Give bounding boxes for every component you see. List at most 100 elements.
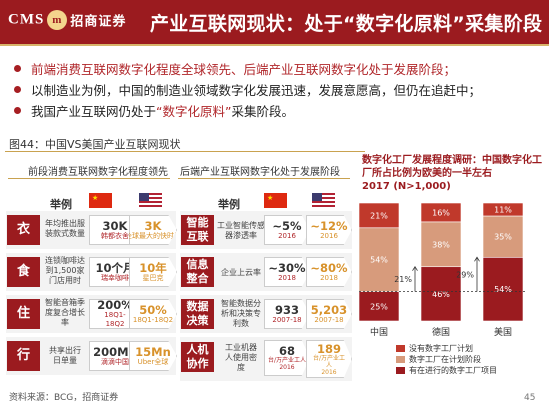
usa-value: ~12%	[310, 218, 348, 233]
data-label: 21%	[370, 211, 388, 220]
row-tag: 衣	[7, 215, 40, 245]
china-value: 68	[278, 344, 295, 358]
legend-label: 数字工厂在计划阶段	[409, 355, 481, 364]
china-note: 韩都衣舍	[101, 231, 129, 240]
usa-note: 2016	[320, 231, 338, 240]
data-label: 46%	[432, 290, 450, 299]
usa-value-arrow: 50% 18Q1-18Q2	[129, 299, 177, 329]
bullet-list: 前端消费互联网数字化程度全球领先、后端产业互联网数字化处于发展阶段； 以制造业为…	[14, 58, 544, 121]
data-label: 54%	[494, 285, 512, 294]
china-value-arrow: 933 2007-18	[264, 299, 310, 329]
usa-value-arrow: 189 台/万产业工 人 2016	[306, 340, 352, 378]
chart-legend: 没有数字工厂计划 数字工厂在计划阶段 有在进行的数字工厂项目	[396, 343, 497, 376]
usa-note: 星巴克	[142, 273, 164, 282]
usa-value: 3K	[144, 218, 162, 233]
logo-latin: CMS	[8, 11, 45, 28]
bullet-dot-icon	[14, 107, 21, 114]
china-value-arrow: 68 台/万产业工人 2016	[264, 340, 310, 376]
bullet-dot-icon	[14, 65, 21, 72]
row-description: 企业上云率	[221, 268, 261, 277]
data-label: 16%	[432, 208, 450, 217]
chart-title: 数字化工厂发展程度调研：中国数字化工 厂所占比例为欧美的一半左右 2017 (N…	[362, 155, 542, 192]
china-note: 瑞幸咖啡	[101, 273, 129, 282]
china-flag-icon: ★	[264, 193, 287, 208]
usa-flag-icon	[312, 193, 335, 208]
data-label: 11%	[494, 205, 512, 214]
china-note: 台/万产业工人 2016	[267, 357, 307, 371]
row-tag: 住	[7, 299, 40, 329]
bar-segment	[482, 256, 524, 322]
usa-value: 50%	[139, 302, 167, 317]
left-panel-title: 前段消费互联网数字化程度领先	[28, 167, 168, 178]
row-description: 共享出行 日单量	[49, 346, 81, 365]
bullet-item: 前端消费互联网数字化程度全球领先、后端产业互联网数字化处于发展阶段；	[14, 58, 544, 79]
arrowhead-icon	[412, 265, 418, 271]
bar-segment	[482, 215, 524, 258]
row-description: 智能数据分 析和决策专 利数	[221, 299, 261, 328]
usa-note: 台/万产业工 人 2016	[312, 354, 346, 376]
usa-value-arrow: ~80% 2018	[306, 257, 352, 287]
bullet-text: 以制造业为例，中国的制造业领域数字化发展迅速，发展意愿高，但仍在追赶中；	[31, 83, 482, 98]
category-label: 德国	[432, 326, 450, 338]
row-tag: 食	[7, 257, 40, 287]
right-panel-divider	[178, 178, 350, 179]
row-tag: 数据 决策	[181, 299, 214, 329]
china-value: ~5%	[272, 218, 302, 233]
header-bar: CMS m 招商证券 产业互联网现状：处于“数字化原料”采集阶段	[0, 0, 549, 44]
usa-value: 10年	[139, 260, 167, 275]
china-value: ~30%	[268, 260, 306, 275]
category-label: 中国	[370, 326, 388, 338]
row-tag: 人机 协作	[181, 342, 214, 372]
china-value: 200Mn	[93, 344, 137, 359]
stacked-bar-chart: 25% 54% 21% 中国 46% 38% 16% 德国 54% 35% 11% 美国 21% 29%	[358, 202, 525, 338]
row-tag: 信息 整合	[181, 257, 214, 287]
gap-annotation: 21%	[394, 275, 412, 284]
usa-value: ~80%	[310, 260, 348, 275]
china-value-arrow: ~5% 2016	[264, 215, 310, 245]
usa-note: 全球最大的快时尚	[125, 231, 181, 240]
china-note: 2016	[278, 231, 296, 240]
page-title: 产业互联网现状：处于“数字化原料”采集阶段	[150, 13, 543, 35]
figure-title: 图44：中国VS美国产业互联网现状	[9, 138, 181, 151]
usa-value-arrow: 5,203 2007-18	[306, 299, 352, 329]
data-label: 38%	[432, 240, 450, 249]
logo: CMS m 招商证券	[8, 10, 126, 30]
legend-swatch	[396, 367, 405, 374]
china-flag-icon: ★	[89, 193, 112, 208]
bullet-text: 采集阶段。	[231, 104, 294, 119]
bullet-item: 以制造业为例，中国的制造业领域数字化发展迅速，发展意愿高，但仍在追赶中；	[14, 79, 544, 100]
usa-value-arrow: ~12% 2016	[306, 215, 352, 245]
bar-segment	[420, 266, 462, 322]
china-value: 933	[274, 302, 299, 317]
left-panel-divider	[8, 178, 170, 179]
usa-value: 189	[316, 341, 341, 356]
bullet-text: 我国产业互联网仍处于	[31, 104, 157, 119]
data-label: 35%	[494, 233, 512, 242]
legend-label: 有在进行的数字工厂项目	[409, 366, 497, 375]
china-note: 18Q1- 18Q2	[104, 311, 126, 328]
china-value: 10个月	[95, 260, 135, 275]
bar-segment	[420, 221, 462, 268]
data-label: 25%	[370, 302, 388, 311]
china-note: 2007-18	[272, 315, 302, 324]
row-description: 工业智能传感 器渗透率	[217, 221, 265, 240]
usa-flag-icon	[139, 193, 162, 208]
legend-label: 没有数字工厂计划	[409, 344, 473, 353]
usa-note: 2018	[320, 273, 338, 282]
logo-chinese: 招商证券	[70, 13, 127, 29]
china-note: 2018	[278, 273, 296, 282]
usa-note: 18Q1-18Q2	[132, 315, 174, 324]
category-label: 美国	[494, 326, 512, 338]
legend-item: 数字工厂在计划阶段	[396, 354, 497, 365]
legend-item: 没有数字工厂计划	[396, 343, 497, 354]
china-value: 200%	[97, 298, 133, 312]
bar-segment	[420, 202, 462, 223]
bar-segment	[482, 202, 524, 217]
legend-swatch	[396, 345, 405, 352]
gap-annotation: 29%	[456, 270, 474, 279]
figure-divider	[5, 151, 365, 152]
arrowhead-icon	[474, 256, 480, 262]
row-description: 智能音箱季 度复合增长 率	[45, 298, 85, 327]
usa-value-arrow: 15Mn Uber全球	[129, 341, 177, 371]
row-description: 连锁咖啡达 到1,500家 门店用时	[45, 256, 85, 285]
